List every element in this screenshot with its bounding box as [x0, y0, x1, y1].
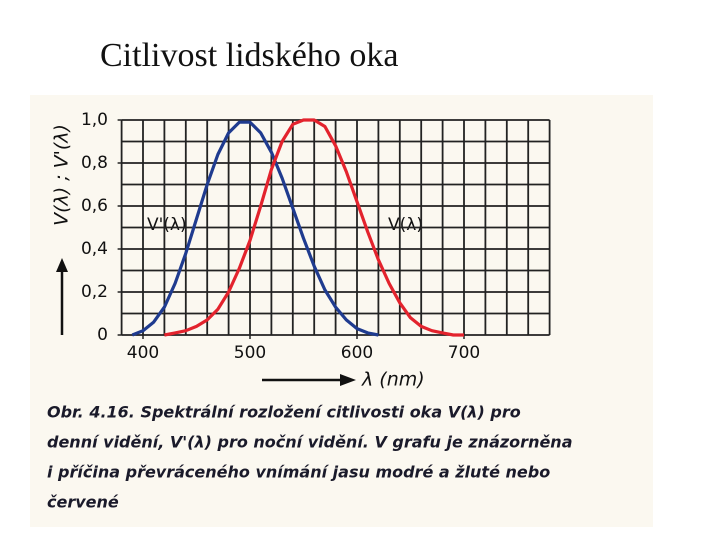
y-tick-label: 0	[97, 325, 108, 345]
x-tick-label: 400	[127, 343, 159, 363]
series-label: V(λ)	[388, 215, 423, 235]
slide-title: Citlivost lidského oka	[100, 37, 398, 74]
y-tick-label: 0,4	[81, 239, 108, 259]
x-arrow-head	[340, 374, 356, 386]
y-tick-label: 0,8	[81, 153, 108, 173]
caption-line: červené	[47, 493, 119, 512]
series-line	[164, 118, 464, 337]
caption-line: Obr. 4.16. Spektrální rozložení citlivos…	[47, 403, 521, 422]
x-tick-label: 700	[448, 343, 480, 363]
y-arrow-head	[56, 258, 68, 272]
y-tick-label: 0,2	[81, 282, 108, 302]
y-tick-label: 0,6	[81, 196, 108, 216]
x-axis-label: λ (nm)	[361, 369, 425, 391]
y-axis-label: V(λ) ; V'(λ)	[51, 124, 73, 226]
x-tick-label: 500	[234, 343, 266, 363]
series-label: V'(λ)	[147, 215, 187, 235]
y-tick-label: 1,0	[81, 110, 108, 130]
caption-line: i příčina převráceného vnímání jasu modr…	[47, 463, 550, 482]
caption-line: denní vidění, V'(λ) pro noční vidění. V …	[47, 433, 573, 452]
x-tick-label: 600	[341, 343, 373, 363]
series-line	[131, 120, 379, 337]
